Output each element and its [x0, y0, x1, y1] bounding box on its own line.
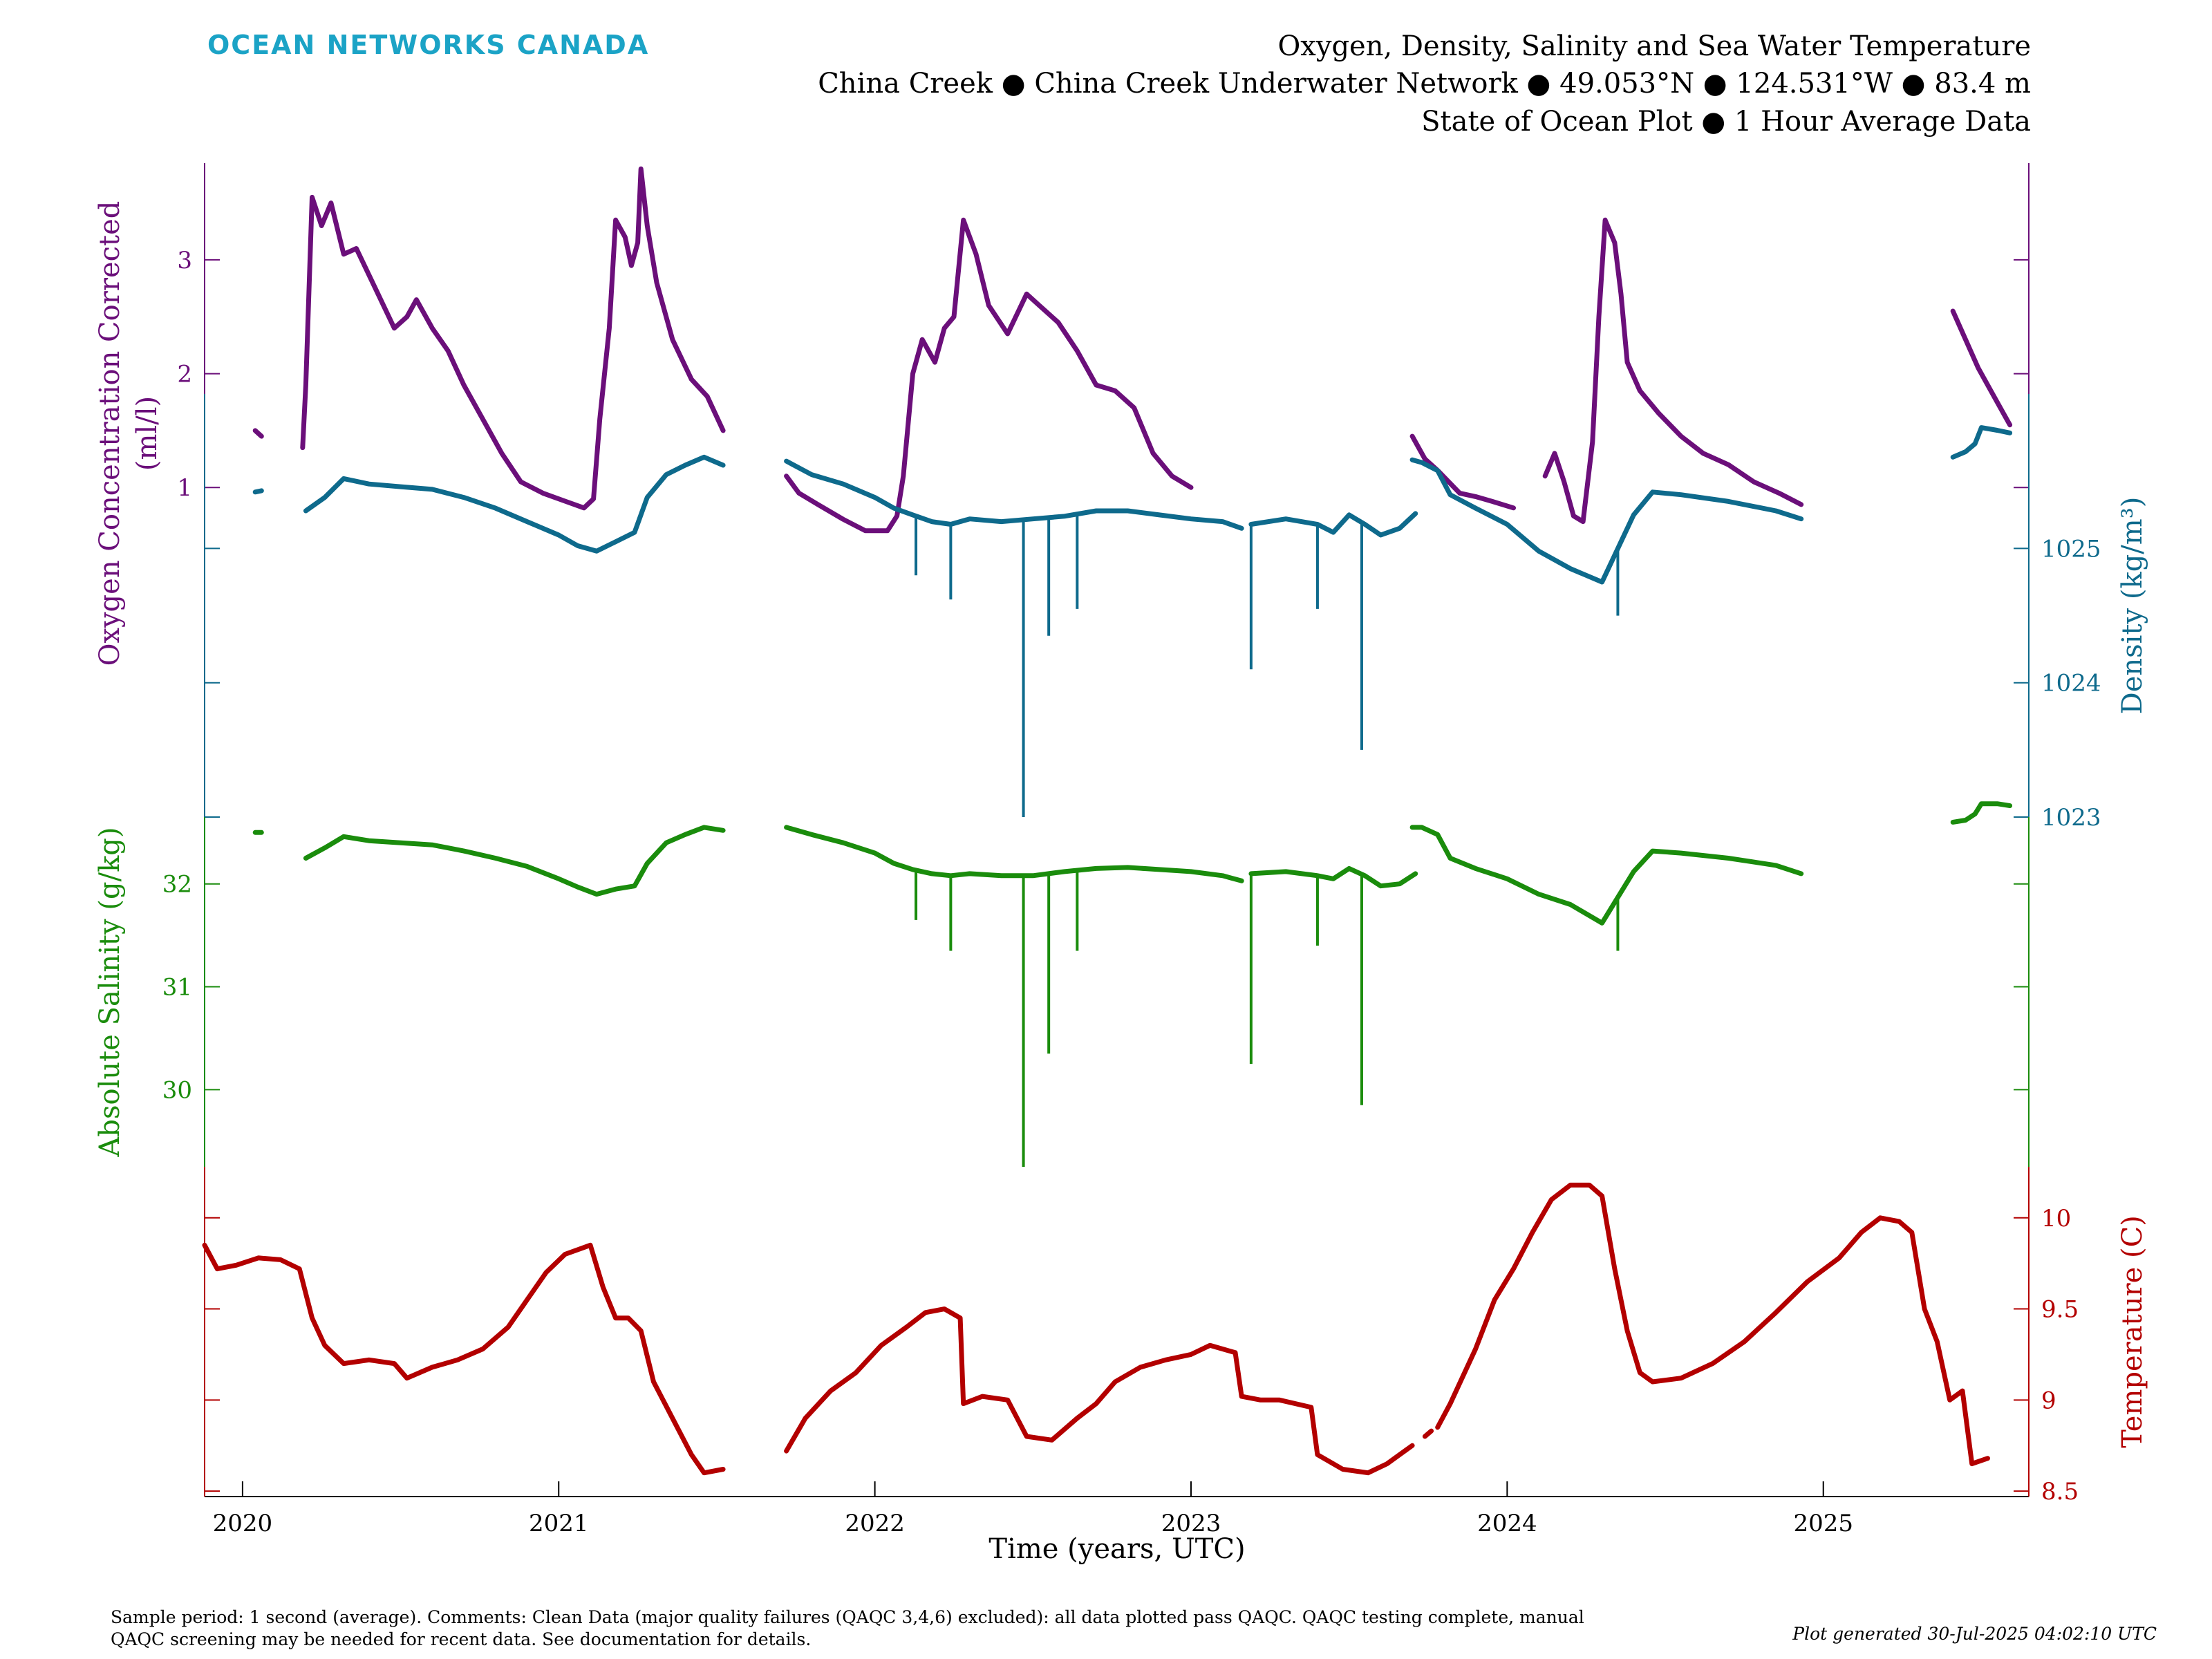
temperature-c-series-segment — [784, 1306, 1415, 1476]
footer-comment-line-1: Sample period: 1 second (average). Comme… — [111, 1607, 1584, 1627]
temperature-c-y-tick-label: 8.5 — [2041, 1478, 2079, 1506]
oxygen-concentration-corrected-ml-l-series-segment — [300, 166, 726, 511]
temperature-c-y-tick-label: 10 — [2041, 1205, 2071, 1232]
oxygen-concentration-corrected-ml-l-axis-title: (ml/l) — [131, 396, 163, 471]
absolute-salinity-g-kg-y-tick-label: 32 — [162, 871, 192, 899]
chart-title-line-1: Oxygen, Density, Salinity and Sea Water … — [1278, 30, 2032, 62]
oxygen-concentration-corrected-ml-l-axis-title: Oxygen Concentration Corrected — [94, 201, 126, 666]
temperature-c-y-tick-label: 9 — [2041, 1387, 2056, 1414]
density-kg-m3-series-segment — [1409, 457, 1804, 585]
density-kg-m3-y-tick-label: 1025 — [2041, 535, 2101, 563]
oxygen-concentration-corrected-ml-l-series-segment — [1950, 308, 2013, 428]
x-tick-label-2020: 2020 — [213, 1510, 273, 1537]
absolute-salinity-g-kg-series-segment — [784, 825, 1244, 883]
absolute-salinity-g-kg-y-tick-label: 31 — [162, 974, 192, 1002]
density-kg-m3-axis-title: Density (kg/m³) — [2117, 497, 2148, 715]
x-tick-label-2025: 2025 — [1793, 1510, 1853, 1537]
temperature-c-axis-title: Temperature (C) — [2117, 1215, 2148, 1448]
density-kg-m3-y-tick-label: 1024 — [2041, 670, 2101, 697]
density-kg-m3-series-segment — [1950, 425, 2013, 460]
footer-comment-line-2: QAQC screening may be needed for recent … — [111, 1629, 811, 1649]
temperature-c-series-segment — [1422, 1428, 1434, 1439]
temperature-c-series-segment — [1435, 1182, 1990, 1467]
labels: OCEAN NETWORKS CANADA Oxygen, Density, S… — [111, 30, 2157, 1649]
axes: 2020 2021 2022 2023 2024 2025 1 2 3 Oxygen Concen… — [94, 163, 2148, 1537]
absolute-salinity-g-kg-series-segment — [1409, 825, 1804, 926]
absolute-salinity-g-kg-y-tick-label: 30 — [162, 1076, 192, 1104]
oxygen-concentration-corrected-ml-l-series-segment — [252, 428, 264, 439]
absolute-salinity-g-kg-series-segment — [1248, 865, 1418, 889]
density-kg-m3-series-segment — [784, 458, 1244, 531]
oxygen-concentration-corrected-ml-l-series-segment — [784, 217, 1194, 534]
absolute-salinity-g-kg-series-segment — [1950, 801, 2013, 825]
x-tick-label-2024: 2024 — [1477, 1510, 1537, 1537]
brand-logo-text: OCEAN NETWORKS CANADA — [207, 30, 649, 60]
oxygen-concentration-corrected-ml-l-y-tick-label: 3 — [177, 247, 192, 274]
density-kg-m3-series-segment — [303, 454, 726, 554]
oxygen-concentration-corrected-ml-l-series-segment — [1409, 433, 1516, 511]
density-kg-m3-series-segment — [252, 488, 264, 495]
absolute-salinity-g-kg-axis-title: Absolute Salinity (g/kg) — [94, 827, 126, 1157]
temperature-c-series-segment — [202, 1242, 726, 1476]
data-series — [202, 166, 2013, 1476]
chart-title-line-3: State of Ocean Plot ● 1 Hour Average Dat… — [1421, 106, 2031, 138]
plot-generated-timestamp: Plot generated 30-Jul-2025 04:02:10 UTC — [1792, 1624, 2157, 1644]
density-kg-m3-y-tick-label: 1023 — [2041, 804, 2101, 832]
chart-title-line-2: China Creek ● China Creek Underwater Net… — [818, 68, 2031, 100]
x-tick-label-2022: 2022 — [845, 1510, 905, 1537]
x-tick-label-2023: 2023 — [1161, 1510, 1221, 1537]
density-kg-m3-series-segment — [1248, 511, 1418, 538]
oxygen-concentration-corrected-ml-l-y-tick-label: 1 — [177, 474, 192, 502]
x-axis-label: Time (years, UTC) — [988, 1533, 1245, 1565]
oxygen-concentration-corrected-ml-l-y-tick-label: 2 — [177, 361, 192, 388]
x-tick-label-2021: 2021 — [529, 1510, 589, 1537]
absolute-salinity-g-kg-series-segment — [303, 825, 726, 897]
oxygen-concentration-corrected-ml-l-series-segment — [1542, 217, 1804, 525]
temperature-c-y-tick-label: 9.5 — [2041, 1296, 2079, 1324]
